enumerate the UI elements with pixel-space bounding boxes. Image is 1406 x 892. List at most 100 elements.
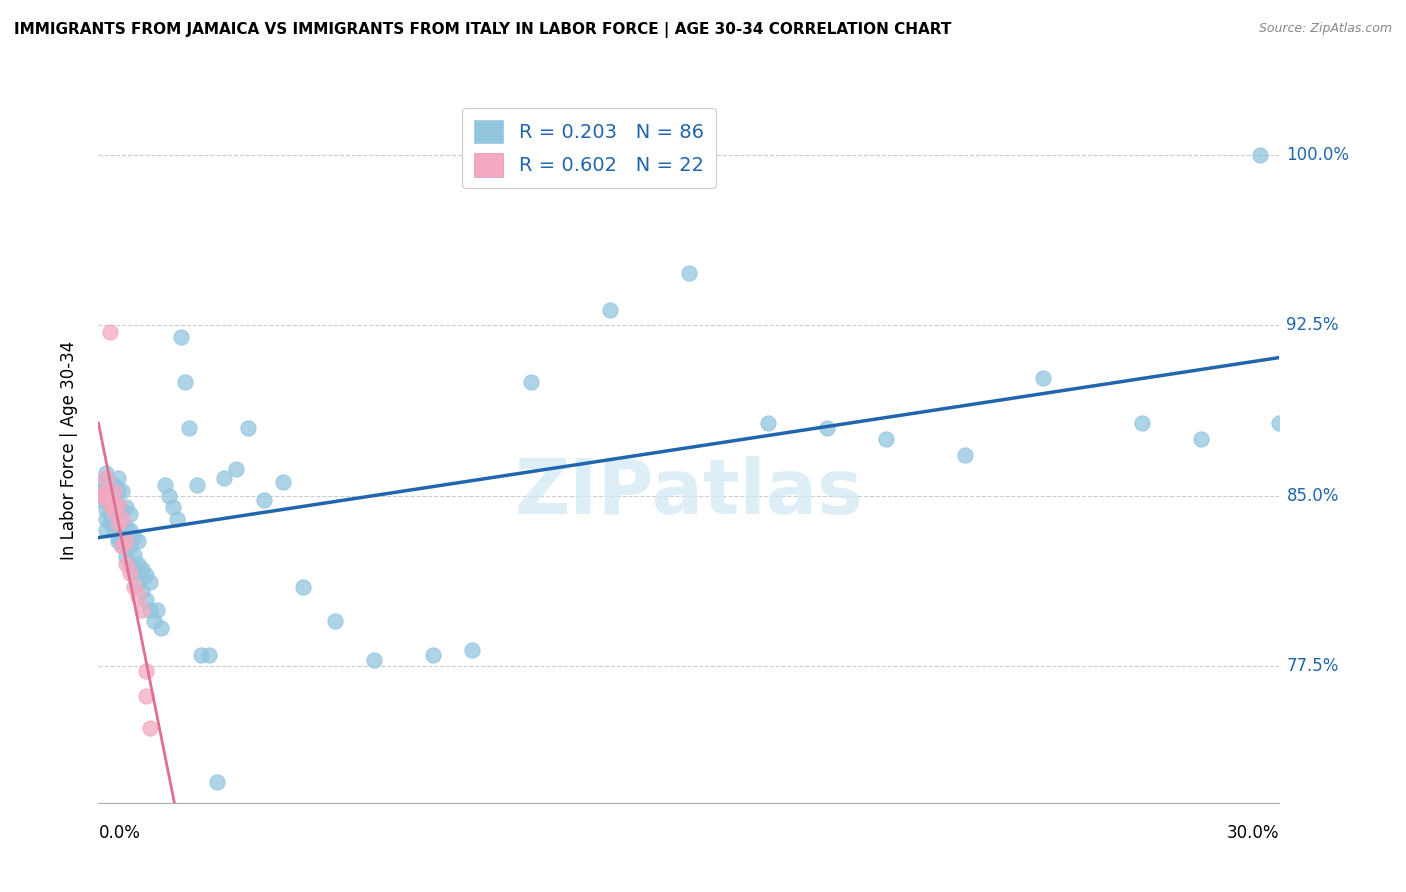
Point — [96, 471, 118, 485]
Point — [122, 548, 145, 562]
Point — [1130, 416, 1153, 430]
Y-axis label: In Labor Force | Age 30-34: In Labor Force | Age 30-34 — [59, 341, 77, 560]
Point — [98, 475, 121, 490]
Point — [98, 507, 121, 521]
Text: 92.5%: 92.5% — [1286, 317, 1339, 334]
Text: 100.0%: 100.0% — [1286, 146, 1350, 164]
Point — [107, 484, 129, 499]
Point — [135, 664, 157, 678]
Point — [103, 523, 125, 537]
Point — [1189, 432, 1212, 446]
Point — [214, 471, 236, 485]
Point — [96, 466, 118, 480]
Point — [363, 652, 385, 666]
Point — [225, 461, 247, 475]
Point — [142, 614, 165, 628]
Point — [91, 489, 114, 503]
Point — [91, 493, 114, 508]
Point — [157, 489, 180, 503]
Point — [96, 489, 118, 503]
Point — [96, 502, 118, 516]
Text: 77.5%: 77.5% — [1286, 657, 1339, 675]
Point — [111, 484, 134, 499]
Point — [98, 325, 121, 339]
Point — [111, 516, 134, 531]
Point — [131, 584, 153, 599]
Point — [520, 376, 543, 390]
Text: IMMIGRANTS FROM JAMAICA VS IMMIGRANTS FROM ITALY IN LABOR FORCE | AGE 30-34 CORR: IMMIGRANTS FROM JAMAICA VS IMMIGRANTS FR… — [14, 22, 952, 38]
Point — [98, 493, 121, 508]
Point — [122, 566, 145, 581]
Point — [111, 502, 134, 516]
Point — [138, 721, 160, 735]
Text: 0.0%: 0.0% — [98, 824, 141, 842]
Point — [107, 498, 129, 512]
Point — [875, 432, 897, 446]
Point — [815, 421, 838, 435]
Point — [91, 489, 114, 503]
Point — [135, 568, 157, 582]
Point — [107, 498, 129, 512]
Legend: R = 0.203   N = 86, R = 0.602   N = 22: R = 0.203 N = 86, R = 0.602 N = 22 — [463, 108, 716, 188]
Point — [91, 475, 114, 490]
Point — [103, 477, 125, 491]
Point — [115, 550, 138, 565]
Point — [422, 648, 444, 662]
Point — [678, 266, 700, 280]
Point — [98, 500, 121, 515]
Point — [118, 539, 141, 553]
Text: Source: ZipAtlas.com: Source: ZipAtlas.com — [1258, 22, 1392, 36]
Text: 30.0%: 30.0% — [1227, 824, 1279, 842]
Point — [599, 302, 621, 317]
Point — [253, 493, 276, 508]
Point — [146, 602, 169, 616]
Point — [323, 614, 346, 628]
Point — [118, 557, 141, 571]
Point — [96, 511, 118, 525]
Point — [107, 534, 129, 549]
Point — [115, 534, 138, 549]
Point — [273, 475, 295, 490]
Point — [98, 484, 121, 499]
Point — [103, 505, 125, 519]
Point — [118, 566, 141, 581]
Point — [103, 496, 125, 510]
Point — [118, 507, 141, 521]
Point — [174, 376, 197, 390]
Point — [236, 421, 259, 435]
Point — [1249, 148, 1271, 162]
Point — [138, 575, 160, 590]
Point — [115, 521, 138, 535]
Point — [170, 330, 193, 344]
Point — [166, 511, 188, 525]
Point — [135, 689, 157, 703]
Point — [103, 505, 125, 519]
Point — [756, 416, 779, 430]
Point — [107, 516, 129, 531]
Point — [292, 580, 315, 594]
Point — [122, 580, 145, 594]
Point — [1268, 416, 1291, 430]
Text: ZIPatlas: ZIPatlas — [515, 456, 863, 530]
Point — [127, 589, 149, 603]
Point — [111, 511, 134, 525]
Point — [190, 648, 212, 662]
Point — [131, 602, 153, 616]
Point — [91, 489, 114, 503]
Point — [186, 477, 208, 491]
Point — [953, 448, 976, 462]
Point — [103, 489, 125, 503]
Point — [115, 500, 138, 515]
Point — [107, 530, 129, 544]
Point — [197, 648, 219, 662]
Point — [98, 498, 121, 512]
Point — [122, 530, 145, 544]
Point — [135, 593, 157, 607]
Text: 85.0%: 85.0% — [1286, 487, 1339, 505]
Point — [103, 511, 125, 525]
Point — [98, 516, 121, 531]
Point — [107, 516, 129, 531]
Point — [150, 621, 173, 635]
Point — [127, 575, 149, 590]
Point — [205, 775, 228, 789]
